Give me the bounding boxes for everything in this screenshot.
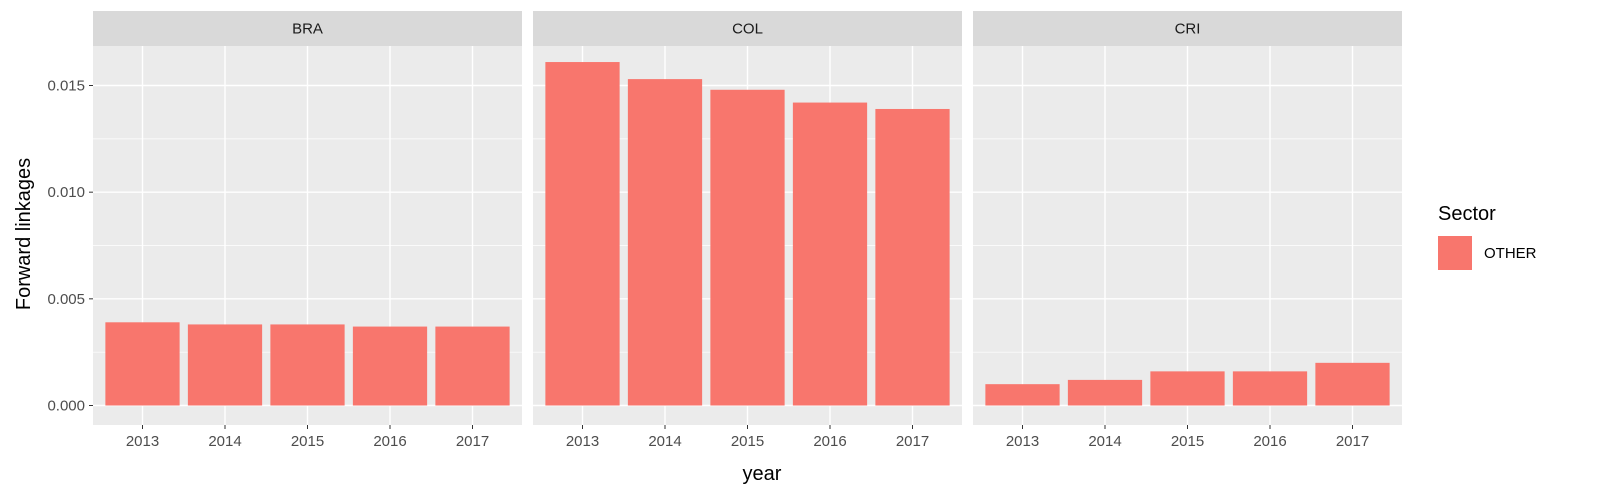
facet-strip-label: BRA xyxy=(292,21,323,38)
x-tick-label: 2016 xyxy=(1253,433,1286,450)
facet-strip xyxy=(973,11,1402,46)
bar-cri-2013 xyxy=(985,384,1060,406)
bar-cri-2017 xyxy=(1315,362,1390,406)
facet-panel-cri: CRI 2013 2014 2015 2016 2017 xyxy=(973,11,1402,450)
facet-strip xyxy=(533,11,962,46)
bar-cri-2016 xyxy=(1232,371,1308,406)
x-tick-label: 2013 xyxy=(1006,433,1039,450)
bar-col-2013 xyxy=(545,62,620,406)
x-tick-label: 2015 xyxy=(291,433,324,450)
bar-bra-2013 xyxy=(105,322,180,406)
x-tick-label: 2017 xyxy=(1336,433,1369,450)
bar-col-2015 xyxy=(710,89,785,406)
x-tick-label: 2014 xyxy=(208,433,241,450)
x-tick-label: 2017 xyxy=(456,433,489,450)
x-tick-label: 2013 xyxy=(126,433,159,450)
facet-panel-bra: BRA 2013 2014 2015 2016 2017 xyxy=(93,11,522,450)
x-tick-label: 2014 xyxy=(648,433,681,450)
y-axis-title: Forward linkages xyxy=(13,158,35,310)
x-tick-label: 2017 xyxy=(896,433,929,450)
y-axis: 0.000 0.005 0.010 0.015 xyxy=(47,78,93,415)
x-tick-label: 2016 xyxy=(373,433,406,450)
legend: Sector OTHER xyxy=(1438,203,1537,270)
legend-label-other: OTHER xyxy=(1484,245,1537,262)
legend-title: Sector xyxy=(1438,203,1496,225)
facet-strip xyxy=(93,11,522,46)
bar-col-2014 xyxy=(627,79,703,406)
y-tick-label: 0.000 xyxy=(47,398,85,415)
x-tick-label: 2014 xyxy=(1088,433,1121,450)
bar-bra-2016 xyxy=(352,326,428,406)
legend-key-other xyxy=(1438,236,1472,270)
x-axis-title: year xyxy=(743,463,782,485)
y-tick-label: 0.010 xyxy=(47,184,85,201)
bar-cri-2015 xyxy=(1150,371,1225,406)
x-tick-label: 2015 xyxy=(731,433,764,450)
bar-col-2017 xyxy=(875,108,950,406)
panels: BRA 2013 2014 2015 2016 2017 COL 2013 2014 2015 20… xyxy=(93,11,1402,450)
x-tick-label: 2013 xyxy=(566,433,599,450)
x-tick-label: 2015 xyxy=(1171,433,1204,450)
bar-bra-2017 xyxy=(435,326,510,406)
facet-strip-label: CRI xyxy=(1175,21,1201,38)
y-tick-label: 0.005 xyxy=(47,291,85,308)
bar-bra-2015 xyxy=(270,324,345,406)
bar-bra-2014 xyxy=(187,324,263,406)
y-tick-label: 0.015 xyxy=(47,78,85,95)
facet-panel-col: COL 2013 2014 2015 2016 2017 xyxy=(533,11,962,450)
x-tick-label: 2016 xyxy=(813,433,846,450)
bar-col-2016 xyxy=(792,102,868,406)
facet-strip-label: COL xyxy=(732,21,763,38)
bar-cri-2014 xyxy=(1067,379,1143,406)
